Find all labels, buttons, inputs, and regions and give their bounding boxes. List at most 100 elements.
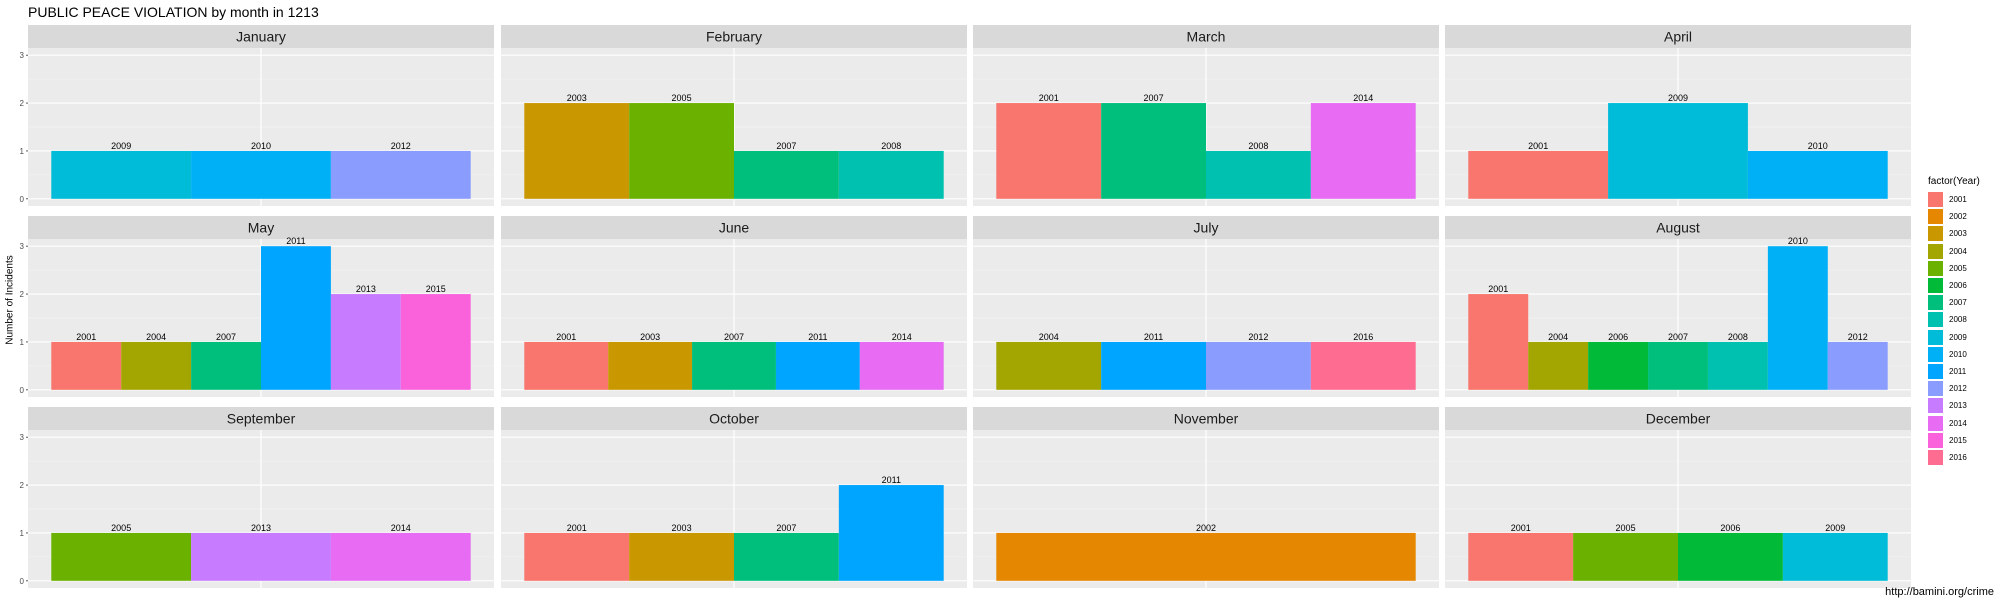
facet-strip [501,407,967,430]
facet-strip-label: July [1194,220,1219,236]
bar-label-2012: 2012 [1848,332,1868,342]
facet-strip [28,216,494,239]
bar-label-2010: 2010 [1788,236,1808,246]
y-tick-label: 1 [20,147,25,156]
bar-2007 [1648,341,1708,390]
bar-label-2001: 2001 [1511,523,1531,533]
bar-label-2006: 2006 [1608,332,1628,342]
bar-label-2010: 2010 [1808,141,1828,151]
facet-strip-label: March [1187,29,1226,45]
y-tick-label: 0 [20,386,25,395]
bar-label-2001: 2001 [556,332,576,342]
legend-key [1928,209,1943,225]
bar-2014 [1310,103,1416,199]
facet-strip-label: October [709,411,759,427]
y-tick-label: 1 [20,529,25,538]
bar-label-2014: 2014 [391,523,411,533]
bar-label-2011: 2011 [882,475,901,485]
facet-panel-july: July 2004 2011 2012 2016 [973,216,1439,397]
legend-label: 2004 [1949,246,1967,256]
bar-label-2016: 2016 [1353,332,1373,342]
y-tick-label: 3 [20,51,25,60]
bar-label-2010: 2010 [251,141,271,151]
bar-label-2007: 2007 [1144,93,1164,103]
legend-label: 2009 [1949,332,1967,342]
legend-key [1928,432,1943,448]
legend-item-2013: 2013 [1928,397,1980,414]
bar-label-2005: 2005 [111,523,131,533]
bar-2006 [1588,341,1649,390]
bar-label-2005: 2005 [1616,523,1636,533]
bar-2008 [1707,341,1768,390]
bar-2007 [1101,103,1206,199]
legend-key [1928,243,1943,259]
legend-key [1928,363,1943,379]
legend-key [1928,192,1943,208]
legend-label: 2011 [1949,366,1967,376]
bar-2010 [191,150,331,199]
legend-label: 2006 [1949,281,1967,291]
legend-item-2014: 2014 [1928,414,1980,431]
bar-2011 [261,246,331,390]
legend-label: 2003 [1949,229,1967,239]
bar-2003 [608,341,693,390]
bar-label-2011: 2011 [808,332,827,342]
bar-2013 [191,532,331,581]
bar-label-2007: 2007 [1668,332,1688,342]
bar-label-2009: 2009 [111,141,131,151]
facet-panel-september: September 0 1 2 3 2005 2013 2014 [20,407,494,588]
legend-label: 2010 [1949,349,1967,359]
facet-panel-june: June 2001 2003 2007 2011 2014 [501,216,967,397]
facet-strip-label: September [227,411,296,427]
y-tick-label: 3 [20,242,25,251]
legend-key [1928,260,1943,276]
bar-2002 [996,532,1416,581]
facet-strip-label: August [1656,220,1700,236]
bar-2016 [1310,341,1416,390]
legend-label: 2002 [1949,212,1967,222]
bar-2007 [692,341,776,390]
bar-2011 [775,341,860,390]
legend-key [1928,346,1943,362]
bar-label-2008: 2008 [881,141,901,151]
bar-label-2004: 2004 [1548,332,1568,342]
bar-label-2008: 2008 [1248,141,1268,151]
facet-strip-label: January [236,29,286,45]
y-tick-label: 2 [20,290,25,299]
bar-2014 [859,341,944,390]
facet-strip [1445,407,1911,430]
legend-key [1928,449,1943,465]
bar-label-2001: 2001 [567,523,587,533]
facet-panel-february: February 2003 2005 2007 2008 [501,25,967,206]
facet-panel-november: November 2002 [973,407,1439,588]
bar-2003 [629,532,734,581]
legend-label: 2015 [1949,435,1967,445]
bar-label-2011: 2011 [1144,332,1163,342]
legend-item-2012: 2012 [1928,380,1980,397]
bar-label-2003: 2003 [567,93,587,103]
bar-2012 [1827,341,1888,390]
bar-label-2013: 2013 [356,284,376,294]
y-tick-label: 1 [20,338,25,347]
bar-2007 [734,150,839,199]
facet-strip-label: May [248,220,274,236]
bar-2006 [1678,532,1783,581]
bar-2011 [1101,341,1206,390]
bar-2009 [1782,532,1888,581]
y-tick-label: 2 [20,99,25,108]
bar-2014 [330,532,471,581]
bar-2001 [1468,150,1609,199]
bar-2001 [996,103,1102,199]
bar-label-2014: 2014 [1353,93,1373,103]
bar-2007 [734,532,839,581]
bar-label-2014: 2014 [892,332,912,342]
y-tick-label: 3 [20,433,25,442]
legend-item-2005: 2005 [1928,260,1980,277]
bar-label-2001: 2001 [1528,141,1548,151]
bar-label-2001: 2001 [76,332,96,342]
facet-panel-may: May 0 1 2 3 2001 2004 2007 2011 2013 2015 [20,216,494,397]
facet-strip-label: April [1664,29,1692,45]
y-tick-label: 0 [20,577,25,586]
y-tick-label: 2 [20,481,25,490]
